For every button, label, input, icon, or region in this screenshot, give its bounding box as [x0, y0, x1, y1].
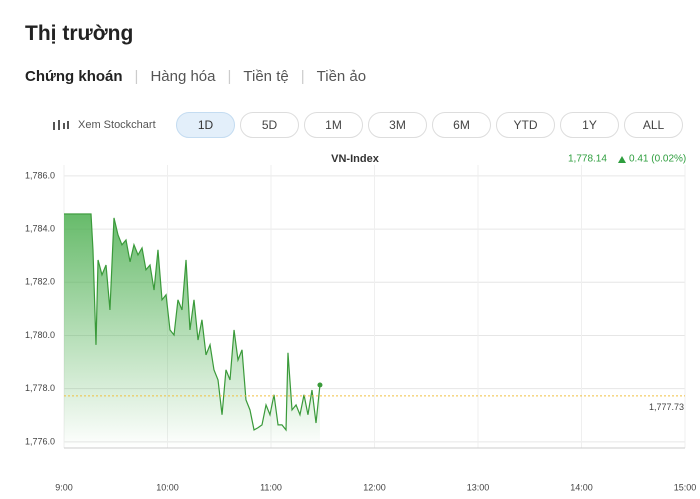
price: 1,778.14: [568, 154, 607, 165]
toolbar: Xem Stockchart 1D 5D 1M 3M 6M YTD 1Y ALL: [52, 111, 688, 139]
x-tick-label: 13:00: [467, 482, 490, 492]
change: 0.41 (0.02%): [629, 154, 686, 165]
x-tick-label: 9:00: [55, 482, 73, 492]
stockchart-label: Xem Stockchart: [78, 119, 156, 131]
up-arrow: [618, 156, 626, 163]
tab[interactable]: Chứng khoán: [25, 68, 123, 85]
range-button[interactable]: YTD: [496, 112, 555, 138]
x-tick-label: 11:00: [260, 482, 282, 492]
range-button[interactable]: 5D: [240, 112, 299, 138]
y-tick-label: 1,786.0: [25, 170, 55, 180]
range-button[interactable]: 6M: [432, 112, 491, 138]
separator: |: [134, 68, 139, 85]
chart: VN-Index 1,778.14 0.41 (0.02%) 1,776.0 1,…: [25, 153, 697, 492]
reference-label: 1,777.73: [649, 402, 684, 412]
separator: |: [227, 68, 232, 85]
y-tick-label: 1,780.0: [25, 330, 55, 340]
x-tick-label: 14:00: [570, 482, 593, 492]
y-tick-label: 1,776.0: [25, 436, 55, 446]
last-point: [317, 382, 323, 388]
stockchart-icon: [53, 120, 69, 130]
range-button[interactable]: ALL: [624, 112, 683, 138]
tab[interactable]: Tiền tệ: [243, 68, 289, 85]
tab[interactable]: Hàng hóa: [150, 68, 216, 85]
x-tick-label: 10:00: [156, 482, 179, 492]
range-buttons: 1D 5D 1M 3M 6M YTD 1Y ALL: [176, 112, 688, 138]
stockchart-link[interactable]: Xem Stockchart: [52, 119, 176, 131]
line: [64, 213, 321, 432]
range-button[interactable]: 1D: [176, 112, 235, 138]
y-tick-label: 1,778.0: [25, 383, 55, 393]
x-tick-label: 12:00: [363, 482, 386, 492]
y-tick-label: 1,782.0: [25, 277, 55, 287]
area: [64, 213, 320, 448]
tab[interactable]: Tiền ảo: [316, 68, 367, 85]
separator: |: [300, 68, 305, 85]
index-name: VN-Index: [331, 153, 380, 165]
x-tick-label: 15:00: [674, 482, 697, 492]
page-title: Thị trường: [25, 22, 134, 45]
range-button[interactable]: 3M: [368, 112, 427, 138]
range-button[interactable]: 1Y: [560, 112, 619, 138]
y-tick-label: 1,784.0: [25, 223, 55, 233]
tabs: Chứng khoán | Hàng hóa | Tiền tệ | Tiền ảo: [25, 68, 366, 85]
range-button[interactable]: 1M: [304, 112, 363, 138]
